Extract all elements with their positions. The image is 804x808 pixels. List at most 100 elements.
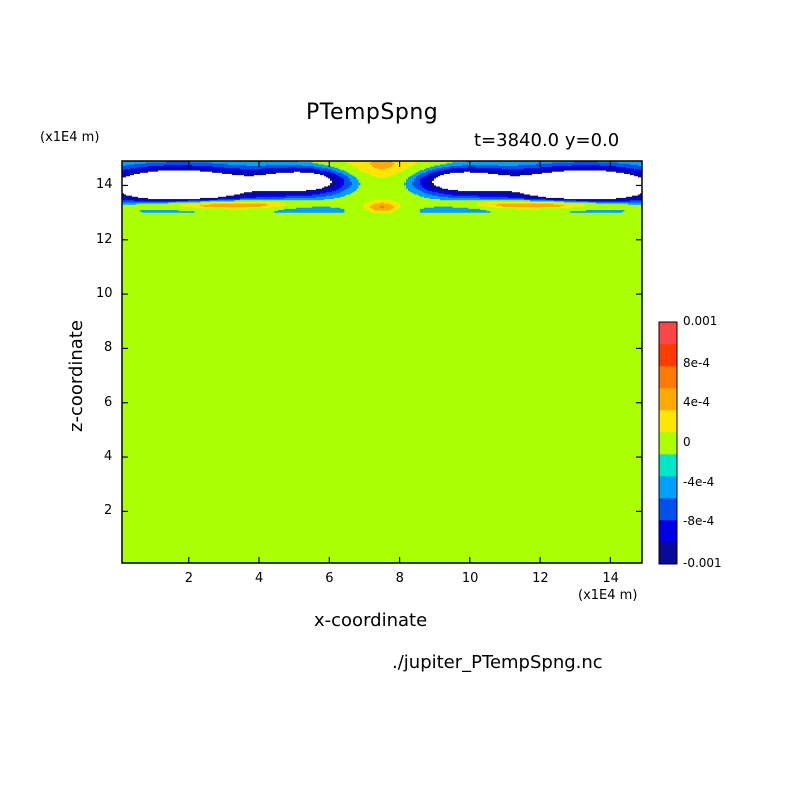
contour-cell bbox=[240, 190, 243, 193]
contour-cell bbox=[504, 183, 507, 186]
contour-cell bbox=[336, 192, 339, 195]
contour-cell bbox=[284, 184, 287, 187]
contour-cell bbox=[526, 207, 529, 210]
contour-cell bbox=[448, 197, 451, 200]
contour-cell bbox=[214, 183, 217, 186]
contour-cell bbox=[612, 192, 615, 195]
contour-cell bbox=[382, 205, 385, 208]
contour-cell bbox=[202, 199, 205, 202]
contour-cell bbox=[338, 190, 341, 193]
contour-cell bbox=[148, 181, 151, 184]
contour-cell bbox=[568, 181, 571, 184]
contour-cell bbox=[504, 204, 507, 206]
contour-cell bbox=[440, 207, 443, 210]
contour-cell bbox=[442, 190, 445, 193]
contour-cell bbox=[524, 188, 527, 190]
contour-cell bbox=[240, 181, 243, 184]
contour-cell bbox=[306, 182, 309, 185]
contour-cell bbox=[470, 208, 473, 211]
contour-cell bbox=[492, 181, 495, 184]
contour-cell bbox=[376, 205, 379, 208]
contour-cell bbox=[134, 195, 137, 197]
contour-cell bbox=[466, 196, 469, 198]
contour-cell bbox=[546, 206, 549, 209]
contour-cell bbox=[128, 181, 131, 184]
contour-cell bbox=[318, 186, 321, 188]
contour-cell bbox=[236, 191, 239, 194]
contour-cell bbox=[476, 195, 479, 197]
contour-cell bbox=[342, 194, 345, 196]
contour-cell bbox=[274, 180, 277, 182]
contour-cell bbox=[220, 198, 223, 201]
contour-cell bbox=[162, 192, 165, 195]
contour-cell bbox=[440, 198, 443, 201]
contour-cell bbox=[184, 188, 187, 190]
contour-cell bbox=[550, 191, 553, 194]
contour-cell bbox=[474, 184, 477, 187]
contour-cell bbox=[214, 189, 217, 192]
contour-cell bbox=[208, 187, 211, 189]
contour-cell bbox=[530, 191, 533, 194]
contour-cell bbox=[152, 196, 155, 198]
contour-cell bbox=[228, 194, 231, 196]
contour-cell bbox=[272, 192, 275, 195]
contour-cell bbox=[330, 211, 333, 213]
contour-cell bbox=[316, 189, 319, 192]
contour-cell bbox=[622, 197, 625, 200]
contour-cell bbox=[262, 189, 265, 192]
contour-cell bbox=[186, 199, 189, 202]
contour-cell bbox=[200, 182, 203, 185]
contour-cell bbox=[616, 183, 619, 186]
contour-cell bbox=[638, 190, 641, 193]
contour-cell bbox=[618, 197, 621, 200]
contour-cell bbox=[462, 195, 465, 197]
contour-cell bbox=[258, 186, 261, 188]
contour-cell bbox=[248, 181, 251, 184]
contour-cell bbox=[514, 189, 517, 192]
contour-cell bbox=[210, 195, 213, 197]
contour-cell bbox=[592, 200, 595, 203]
contour-cell bbox=[576, 205, 579, 208]
contour-cell bbox=[620, 196, 623, 198]
contour-cell bbox=[200, 183, 203, 186]
contour-cell bbox=[566, 196, 569, 198]
contour-cell bbox=[468, 190, 471, 193]
contour-cell bbox=[570, 192, 573, 195]
contour-cell bbox=[152, 194, 155, 196]
contour-cell bbox=[146, 195, 149, 197]
contour-cell bbox=[130, 186, 133, 188]
contour-cell bbox=[534, 186, 537, 188]
contour-cell bbox=[488, 205, 491, 208]
contour-cell bbox=[184, 211, 187, 213]
contour-cell bbox=[434, 196, 437, 198]
contour-cell bbox=[290, 183, 293, 186]
contour-cell bbox=[144, 180, 147, 182]
contour-cell bbox=[204, 190, 207, 193]
contour-cell bbox=[424, 184, 427, 187]
contour-cell bbox=[164, 199, 167, 202]
contour-cell bbox=[244, 202, 247, 204]
contour-cell bbox=[590, 184, 593, 187]
contour-cell bbox=[244, 204, 247, 206]
contour-cell bbox=[274, 196, 277, 198]
contour-cell bbox=[168, 186, 171, 188]
contour-cell bbox=[232, 191, 235, 194]
contour-cell bbox=[318, 206, 321, 209]
contour-cell bbox=[504, 195, 507, 197]
contour-cell bbox=[328, 210, 331, 212]
contour-cell bbox=[484, 182, 487, 185]
contour-cell bbox=[450, 192, 453, 195]
contour-cell bbox=[390, 202, 393, 204]
contour-cell bbox=[334, 194, 337, 196]
contour-cell bbox=[496, 181, 499, 184]
contour-cell bbox=[318, 183, 321, 186]
contour-cell bbox=[528, 184, 531, 187]
contour-cell bbox=[132, 180, 135, 182]
contour-cell bbox=[232, 197, 235, 200]
contour-cell bbox=[176, 190, 179, 193]
contour-cell bbox=[438, 191, 441, 194]
contour-cell bbox=[312, 194, 315, 196]
contour-cell bbox=[566, 188, 569, 190]
contour-cell bbox=[316, 194, 319, 196]
contour-cell bbox=[190, 187, 193, 189]
